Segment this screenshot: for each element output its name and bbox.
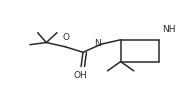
Text: O: O [62,33,69,42]
Text: OH: OH [73,71,87,80]
Text: N: N [95,39,101,48]
Text: NH: NH [162,25,176,34]
